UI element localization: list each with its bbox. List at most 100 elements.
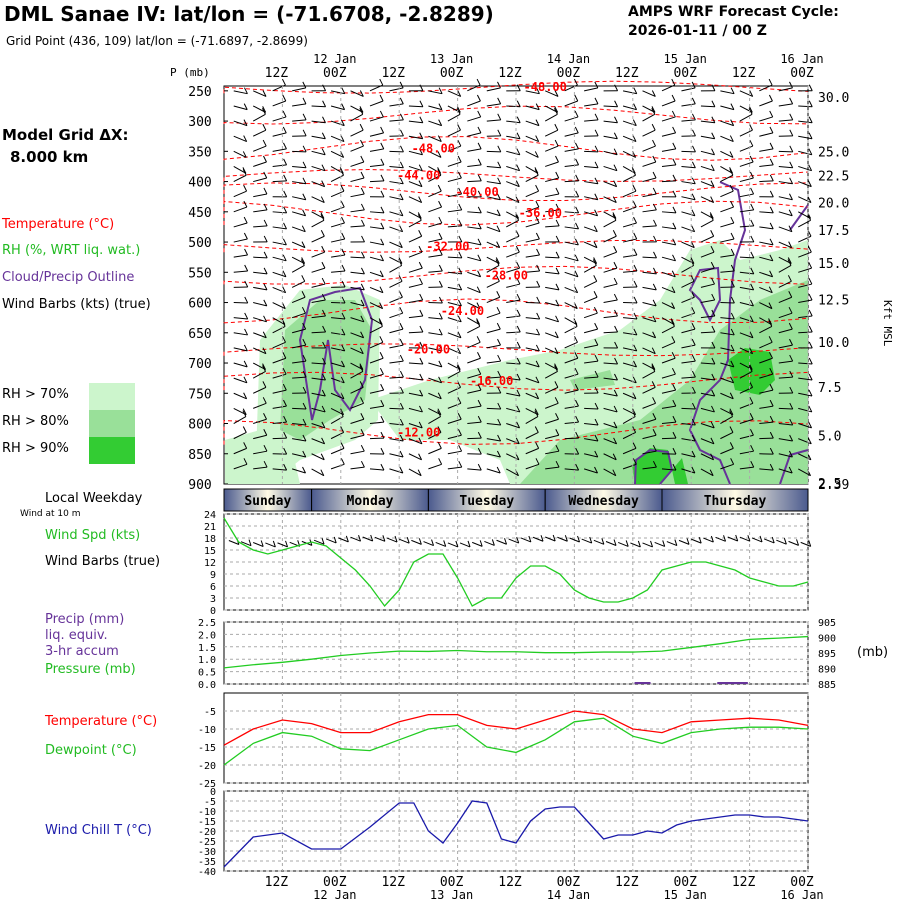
temperature-label: Temperature (°C) (45, 714, 158, 729)
isotherm-label-1: -48.00 (412, 141, 455, 155)
rh-swatch-70 (89, 383, 135, 410)
temperature-ytick: -10 (198, 725, 216, 736)
pressure-ytick: 895 (818, 649, 836, 660)
windspeed-grid (224, 513, 809, 611)
pressure-tick-label: 250 (188, 85, 211, 100)
precip-ytick: 1.5 (198, 643, 216, 654)
isotherm-label-8: -20.00 (407, 343, 450, 357)
height-tick-label: 12.5 (818, 294, 849, 309)
temperature-grid (224, 693, 809, 784)
bottom-time-tick: 00Z (440, 875, 464, 890)
wind-barbs-label: Wind Barbs (true) (45, 554, 161, 569)
pressure-label: Pressure (mb) (45, 662, 136, 677)
windspeed-ytick: 0 (210, 606, 216, 617)
height-tick-label: 2.5 (818, 477, 841, 492)
isotherm-label-0: -48.00 (524, 80, 567, 94)
pressure-tick-label: 600 (188, 297, 211, 312)
bottom-date-label: 12 Jan (313, 888, 356, 900)
pressure-tick-label: 900 (188, 478, 211, 493)
top-time-tick: 00Z (790, 66, 814, 81)
bottom-time-tick: 00Z (323, 875, 347, 890)
pressure-ytick: 900 (818, 634, 836, 645)
weekday-label: Tuesday (459, 494, 514, 509)
precip-ytick: 0.0 (198, 680, 216, 691)
top-date-label: 16 Jan (780, 52, 823, 66)
weekday-label: Sunday (244, 494, 291, 509)
height-tick-label: 20.0 (818, 197, 849, 212)
precip-bar (717, 682, 734, 684)
wind-spd-label: Wind Spd (kts) (45, 528, 141, 543)
pressure-tick-label: 350 (188, 145, 211, 160)
rh-swatch-90 (89, 437, 135, 464)
pressure-tick-label: 500 (188, 236, 211, 251)
windspeed-ytick: 12 (204, 558, 216, 569)
weekday-label: Monday (347, 494, 394, 509)
height-tick-label: 17.5 (818, 224, 849, 239)
bottom-time-tick: 00Z (557, 875, 581, 890)
top-date-label: 14 Jan (547, 52, 590, 66)
rh-legend-80: RH > 80% (2, 414, 69, 429)
precip-ytick: 0.5 (198, 668, 216, 679)
windchill-label: Wind Chill T (°C) (45, 823, 152, 838)
model-grid-label: Model Grid ΔX: (2, 126, 129, 144)
top-time-tick: 00Z (440, 66, 464, 81)
precip-bar (731, 682, 748, 684)
precip-label: Precip (mm) (45, 612, 125, 627)
height-tick-label: 25.0 (818, 145, 849, 160)
isotherm-label-3: -40.00 (455, 185, 498, 199)
windspeed-ytick: 21 (204, 522, 216, 533)
weekday-label: Thursday (704, 494, 767, 509)
weekday-label: Wednesday (568, 494, 639, 509)
windchill-ytick: -15 (198, 817, 216, 828)
isotherm-label-7: -24.00 (441, 304, 484, 318)
windspeed-ytick: 15 (204, 546, 216, 557)
rh-swatch-80 (89, 410, 135, 437)
bottom-time-tick: 00Z (790, 875, 814, 890)
pressure-tick-label: 850 (188, 448, 211, 463)
legend-temperature: Temperature (°C) (2, 217, 115, 232)
surface-wind-barbs (228, 534, 812, 548)
windspeed-ytick: 6 (210, 582, 216, 593)
pressure-unit: (mb) (857, 645, 889, 660)
temperature-ytick: -5 (204, 707, 216, 718)
windchill-ytick: -25 (198, 837, 216, 848)
top-date-label: 13 Jan (430, 52, 473, 66)
height-tick-label: 2.39 (818, 478, 849, 493)
isotherm-lines (223, 80, 809, 445)
wind-at-label: Wind at 10 m (20, 509, 81, 519)
top-date-label: 15 Jan (664, 52, 707, 66)
top-time-tick: 00Z (323, 66, 347, 81)
height-tick-label: 7.5 (818, 381, 841, 396)
isotherm-label-5: -32.00 (426, 239, 469, 253)
page-title: DML Sanae IV: lat/lon = (-71.6708, -2.82… (4, 2, 494, 26)
windchill-ytick: -40 (198, 867, 216, 878)
pressure-ytick: 905 (818, 618, 836, 629)
windspeed-ytick: 24 (204, 510, 216, 521)
windspeed-ytick: 9 (210, 570, 216, 581)
rh-legend-90: RH > 90% (2, 441, 69, 456)
top-time-tick: 12Z (498, 66, 522, 81)
precip-sub1: liq. equiv. (45, 628, 108, 643)
precip-ytick: 1.0 (198, 655, 216, 666)
temperature-ytick: -15 (198, 743, 216, 754)
forecast-cycle-label: AMPS WRF Forecast Cycle: (628, 4, 839, 20)
local-weekday-label: Local Weekday (45, 491, 143, 506)
top-time-tick: 12Z (615, 66, 639, 81)
top-time-tick: 00Z (557, 66, 581, 81)
isotherm-label-10: -12.00 (397, 426, 440, 440)
top-time-tick: 12Z (265, 66, 289, 81)
precip-sub2: 3-hr accum (45, 644, 119, 659)
precip-bar (634, 682, 651, 684)
pressure-tick-label: 400 (188, 176, 211, 191)
temperature-ytick: -20 (198, 761, 216, 772)
windchill-ytick: -5 (204, 797, 216, 808)
pressure-axis-title: P (mb) (170, 66, 210, 79)
isotherm-label-4: -36.00 (519, 206, 562, 220)
height-tick-label: 15.0 (818, 257, 849, 272)
bottom-date-label: 14 Jan (547, 888, 590, 900)
legend-cloud: Cloud/Precip Outline (2, 270, 135, 285)
model-grid-value: 8.000 km (10, 148, 89, 166)
precip-ytick: 2.5 (198, 618, 216, 629)
top-time-tick: 00Z (673, 66, 697, 81)
weekday-cell (661, 488, 809, 512)
